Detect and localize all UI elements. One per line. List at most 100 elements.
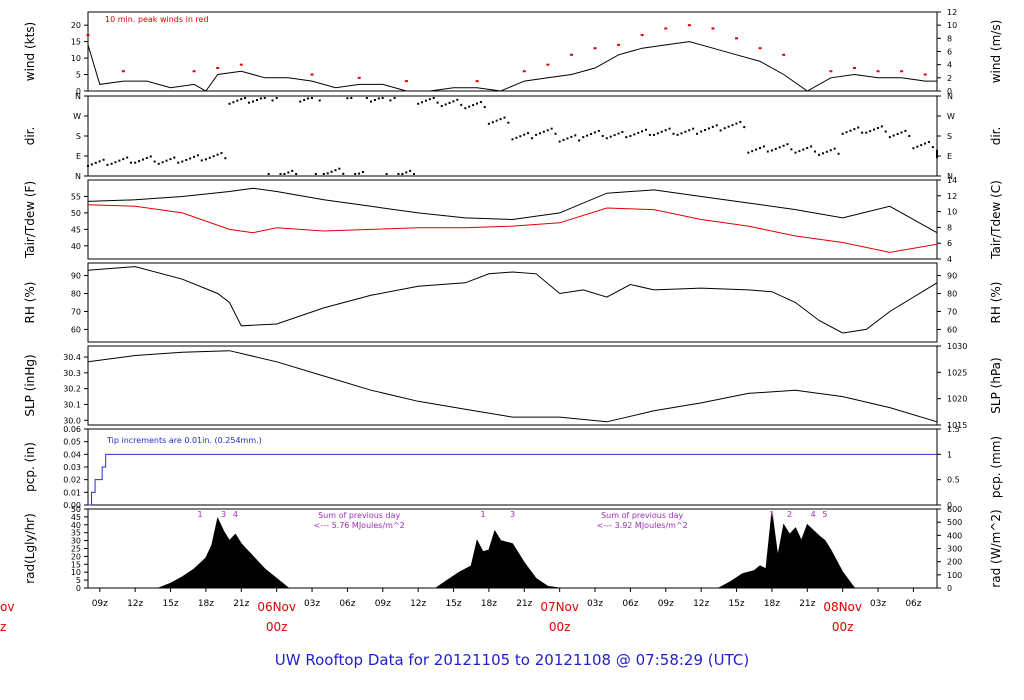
x-tick-label: 21z [233, 599, 249, 609]
dir-point [704, 129, 707, 131]
wind-left-tick-label: 20 [71, 21, 81, 30]
precip-accumulation-line [88, 453, 937, 506]
dir-point [263, 97, 266, 99]
rh-left-tick-label: 80 [71, 290, 81, 299]
dir-tick-label: S [76, 132, 81, 141]
dir-point [456, 98, 459, 101]
wind-right-tick-label: 2 [947, 74, 952, 83]
sun-marker-label: 2 [787, 510, 792, 519]
dir-point [841, 132, 844, 135]
dir-point [334, 169, 337, 172]
dir-point [530, 137, 533, 140]
temperature-right-tick-label: 4 [947, 255, 952, 264]
dir-point [582, 136, 585, 139]
x-tick-label: 18z [481, 599, 497, 609]
day-label-time: 00z [832, 620, 854, 634]
y-axis-label-left: rad(Lgly/hr) [23, 513, 37, 584]
dir-point [625, 136, 628, 139]
dir-point [393, 97, 396, 99]
dir-point [106, 163, 109, 166]
dir-point [303, 99, 306, 101]
pcp-left-tick-label: 0.03 [63, 463, 81, 472]
temperature-left-tick-label: 40 [71, 242, 81, 251]
panel-temperature: Tair/Tdew (F) Tair/Tdew (C) 40 45 50 55 4 6 8 10 1… [23, 176, 1003, 264]
wind-peak-mark [404, 80, 408, 83]
pcp-annotation: Tip increments are 0.01in. (0.254mm.) [106, 436, 262, 445]
wind-peak-mark [640, 34, 644, 37]
dir-point [880, 125, 883, 128]
dir-tick-label: N [75, 172, 81, 181]
dir-point [126, 156, 129, 159]
dir-point [373, 99, 376, 101]
dir-point [417, 102, 420, 105]
wind-peak-mark [900, 70, 904, 73]
x-tick-label: 09z [375, 599, 391, 609]
x-tick-label: 21z [799, 599, 815, 609]
dir-frame [87, 95, 938, 177]
dir-point [216, 153, 219, 156]
radiation-area [718, 512, 856, 589]
dir-point [648, 133, 651, 136]
dir-point [428, 98, 431, 101]
dir-point [845, 131, 848, 134]
dir-point [821, 152, 824, 155]
dir-point [829, 149, 832, 152]
pcp-left-tick-label: 0.04 [63, 450, 81, 459]
dir-point [766, 150, 769, 153]
dir-point [884, 130, 887, 133]
dir-point [515, 136, 518, 139]
dir-point [802, 148, 805, 151]
radiation-left-tick-label: 10 [71, 568, 81, 577]
wind-peak-mark [758, 47, 762, 50]
dir-point [688, 129, 691, 132]
dir-point [361, 171, 364, 173]
dir-point [873, 128, 876, 131]
wind-peak-mark [735, 37, 739, 40]
dir-point [275, 97, 278, 99]
dir-point [185, 159, 188, 161]
dir-point [853, 128, 856, 131]
radiation-left-tick-label: 15 [71, 560, 81, 569]
rh-right-tick-label: 90 [947, 272, 957, 281]
x-tick-label: 03z [587, 599, 603, 609]
dir-point [228, 102, 231, 105]
wind-peak-mark [569, 53, 573, 56]
dir-point [204, 158, 207, 161]
panel-radiation: rad(Lgly/hr) rad (W/m^2)05101520253035404… [23, 505, 1003, 593]
wind-peak-mark [711, 27, 715, 30]
dir-point [731, 124, 734, 127]
temperature-right-tick-label: 12 [947, 192, 957, 201]
slp-left-tick-label: 30.0 [63, 416, 81, 425]
dir-tick-label: E [947, 152, 952, 161]
rh-left-tick-label: 70 [71, 307, 81, 316]
wind-annotation: 10 min. peak winds in red [105, 15, 209, 24]
dir-point [424, 99, 427, 102]
dir-point [825, 150, 828, 153]
pcp-right-tick-label: 1.5 [947, 425, 960, 434]
dir-point [770, 149, 773, 152]
rh-right-tick-label: 60 [947, 325, 957, 334]
dir-point [715, 124, 718, 127]
dir-point [448, 101, 451, 104]
sun-marker-label: 4 [233, 510, 238, 519]
dir-point [735, 122, 738, 125]
dir-point [90, 163, 93, 166]
wind-peak-mark [687, 24, 691, 27]
dir-point [806, 147, 809, 149]
dir-point [271, 99, 274, 102]
day-sum-value: <--- 3.92 MJoules/m^2 [597, 521, 688, 530]
radiation-right-tick-label: 300 [947, 545, 962, 554]
day-label-date-partial: ov [0, 600, 14, 614]
y-axis-label-right: dir. [989, 127, 1003, 146]
dir-point [550, 127, 553, 130]
dir-point [169, 158, 172, 161]
x-tick-label: 03z [870, 599, 886, 609]
x-tick-label: 18z [198, 599, 214, 609]
y-axis-label-right: rad (W/m^2) [989, 509, 1003, 587]
dir-point [672, 132, 675, 135]
dir-point [318, 99, 321, 102]
dir-point [888, 136, 891, 139]
dir-point [236, 99, 239, 102]
wind-peak-mark [239, 63, 243, 66]
sun-marker-label: 1 [769, 510, 774, 519]
